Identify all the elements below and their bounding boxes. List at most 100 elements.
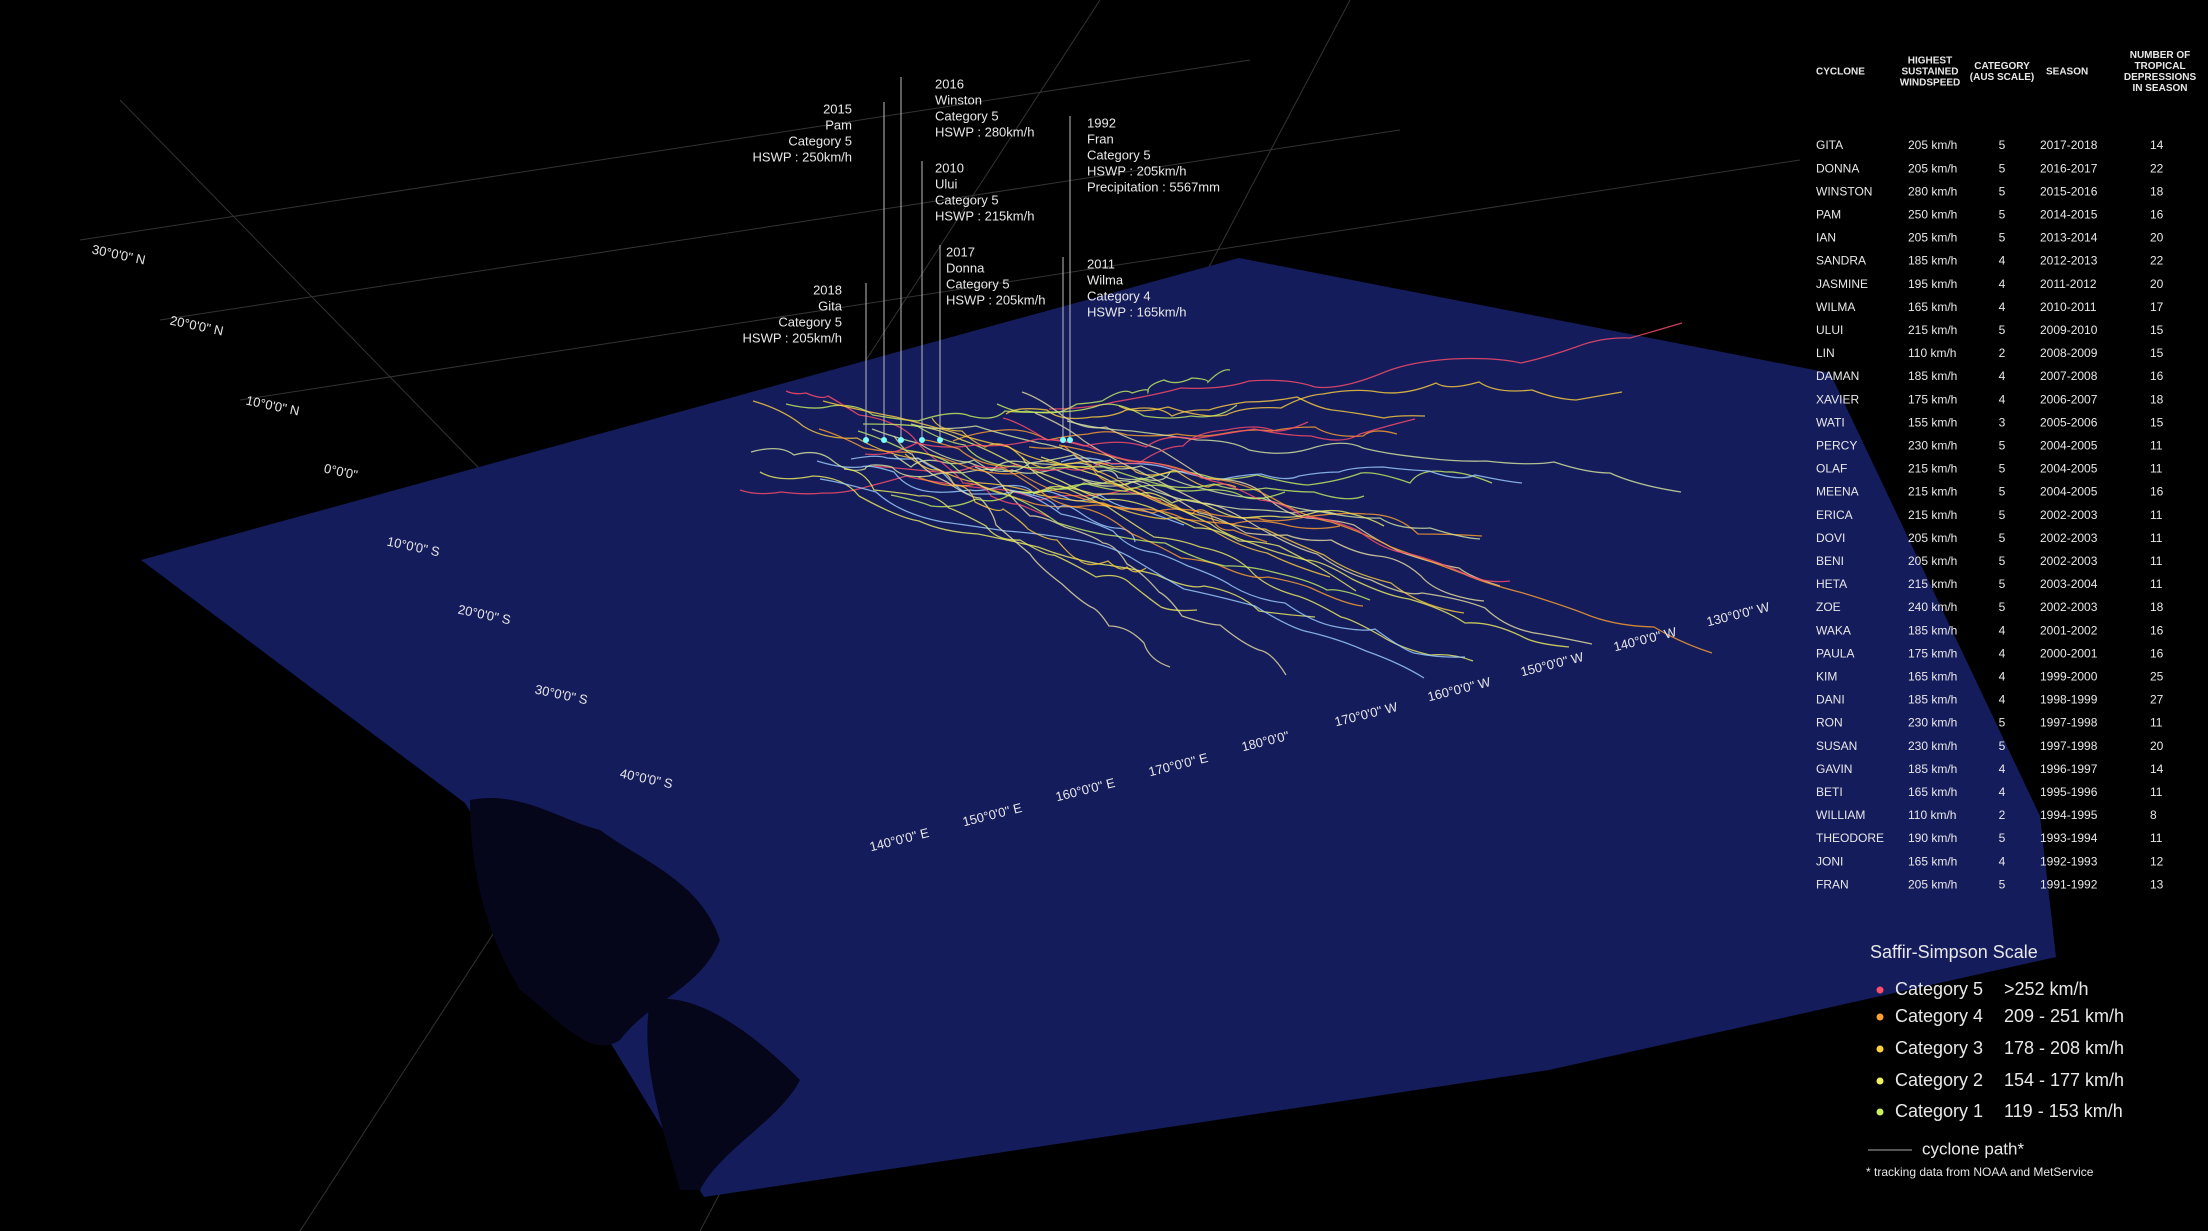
table-cell: LIN <box>1816 346 1835 360</box>
table-cell: 11 <box>2150 462 2163 476</box>
table-cell: 165 km/h <box>1908 669 1957 683</box>
table-cell: 1997-1998 <box>2040 716 2098 730</box>
table-cell: 18 <box>2150 184 2164 198</box>
annotation-text: Category 5 <box>935 108 999 123</box>
table-cell: 1994-1995 <box>2040 808 2098 822</box>
table-cell: 215 km/h <box>1908 485 1957 499</box>
table-cell: 20 <box>2150 231 2164 245</box>
table-cell: 2002-2003 <box>2040 554 2098 568</box>
legend-path-label: cyclone path* <box>1922 1139 2024 1158</box>
table-cell: XAVIER <box>1816 392 1859 406</box>
table-cell: 1998-1999 <box>2040 693 2098 707</box>
track <box>864 418 1416 456</box>
table-cell: 5 <box>1999 485 2006 499</box>
legend-label: Category 4 <box>1895 1006 1983 1026</box>
legend-dot <box>1876 1077 1884 1085</box>
track <box>1060 457 1523 484</box>
legend-range: 154 - 177 km/h <box>2004 1070 2124 1090</box>
track <box>785 390 1050 518</box>
legend-label: Category 2 <box>1895 1070 1983 1090</box>
annotation-text: Category 5 <box>778 314 842 329</box>
table-header: HIGHEST <box>1908 56 1952 67</box>
table-cell: WATI <box>1816 415 1845 429</box>
cyclone-marker <box>863 437 869 443</box>
table-cell: 2014-2015 <box>2040 207 2098 221</box>
table-cell: 13 <box>2150 877 2164 891</box>
table-cell: RON <box>1816 716 1843 730</box>
table-cell: 4 <box>1999 369 2006 383</box>
annotation-text: 2018 <box>813 282 842 297</box>
table-cell: WILMA <box>1816 300 1855 314</box>
table-cell: 110 km/h <box>1908 346 1956 360</box>
table-cell: WILLIAM <box>1816 808 1865 822</box>
table-cell: HETA <box>1816 577 1847 591</box>
track <box>1002 417 1511 583</box>
track <box>871 428 1337 515</box>
annotation-text: Winston <box>935 92 982 107</box>
table-cell: 11 <box>2150 785 2163 799</box>
table-cell: 11 <box>2150 716 2163 730</box>
table-cell: 15 <box>2150 415 2164 429</box>
table-cell: GITA <box>1816 138 1843 152</box>
table-cell: 22 <box>2150 161 2164 175</box>
table-cell: 175 km/h <box>1908 646 1957 660</box>
table-cell: ULUI <box>1816 323 1843 337</box>
table-cell: JASMINE <box>1816 277 1868 291</box>
table-cell: 215 km/h <box>1908 508 1957 522</box>
table-cell: 5 <box>1999 207 2006 221</box>
table-cell: 165 km/h <box>1908 785 1957 799</box>
table-cell: 185 km/h <box>1908 693 1957 707</box>
track <box>1048 322 1683 410</box>
table-cell: 2004-2005 <box>2040 462 2098 476</box>
annotation-text: HSWP : 215km/h <box>935 208 1034 223</box>
table-cell: 5 <box>1999 508 2006 522</box>
table-cell: 2004-2005 <box>2040 485 2098 499</box>
table-cell: 2005-2006 <box>2040 415 2098 429</box>
annotation-text: 2016 <box>935 76 964 91</box>
legend-title: Saffir-Simpson Scale <box>1870 942 2038 962</box>
table-cell: 3 <box>1999 415 2006 429</box>
track <box>904 453 1147 573</box>
table-cell: 1997-1998 <box>2040 739 2098 753</box>
table-cell: DONNA <box>1816 161 1859 175</box>
latitude-label: 0°0'0" <box>323 461 360 483</box>
annotation-text: HSWP : 205km/h <box>1087 163 1186 178</box>
table-cell: 240 km/h <box>1908 600 1957 614</box>
table-cell: 5 <box>1999 600 2006 614</box>
track <box>917 476 1483 537</box>
table-cell: 11 <box>2150 508 2163 522</box>
table-cell: 230 km/h <box>1908 716 1957 730</box>
table-cell: 11 <box>2150 438 2163 452</box>
annotation-text: HSWP : 205km/h <box>946 292 1045 307</box>
table-cell: 4 <box>1999 277 2006 291</box>
table-cell: 1995-1996 <box>2040 785 2098 799</box>
table-cell: 5 <box>1999 231 2006 245</box>
table-cell: 14 <box>2150 762 2164 776</box>
table-cell: 4 <box>1999 392 2006 406</box>
annotation-text: HSWP : 250km/h <box>753 149 852 164</box>
track <box>1005 396 1426 420</box>
table-cell: 22 <box>2150 254 2164 268</box>
table-cell: 5 <box>1999 739 2006 753</box>
table-cell: 25 <box>2150 669 2164 683</box>
table-cell: 5 <box>1999 554 2006 568</box>
table-header: SEASON <box>2046 67 2088 78</box>
table-cell: 205 km/h <box>1908 877 1957 891</box>
track <box>843 468 1198 612</box>
table-cell: 2002-2003 <box>2040 531 2098 545</box>
table-cell: 2008-2009 <box>2040 346 2098 360</box>
legend-range: >252 km/h <box>2004 979 2089 999</box>
cyclone-marker <box>937 437 943 443</box>
table-cell: 16 <box>2150 369 2164 383</box>
annotation-text: HSWP : 280km/h <box>935 124 1034 139</box>
land <box>470 797 800 1190</box>
table-cell: 5 <box>1999 577 2006 591</box>
table-cell: 2010-2011 <box>2040 300 2097 314</box>
track <box>1081 478 1485 602</box>
table-header: IN SEASON <box>2132 83 2187 94</box>
table-cell: 5 <box>1999 531 2006 545</box>
track <box>857 430 1371 601</box>
table-cell: JONI <box>1816 854 1843 868</box>
annotation-text: Category 5 <box>946 276 1010 291</box>
